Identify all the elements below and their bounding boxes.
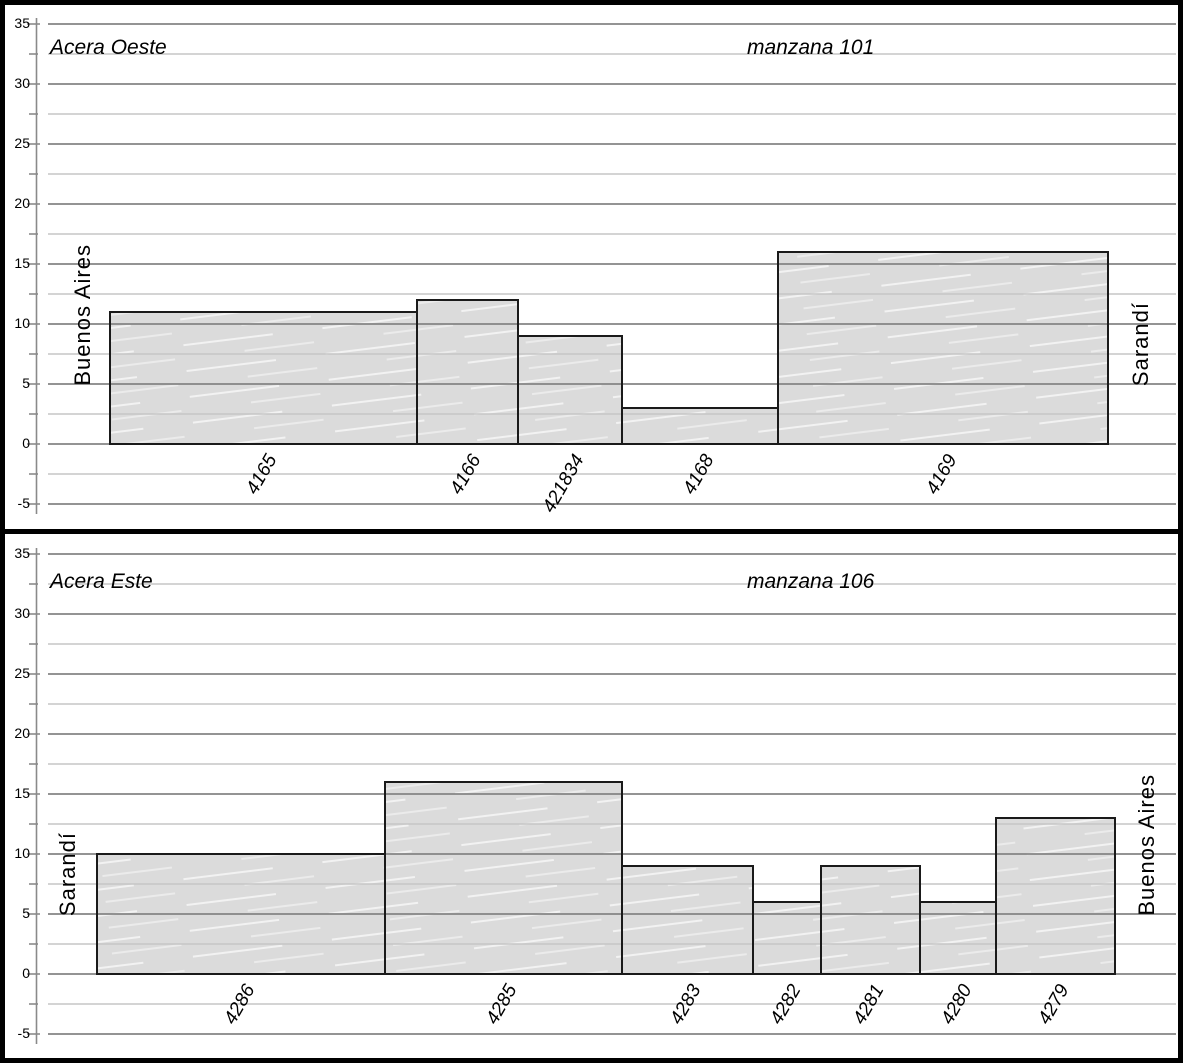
bar-fill-4280 [920,902,996,974]
bar-fill-4166 [417,300,518,444]
plot-svg [27,18,1176,514]
y-tick-label-0: 0 [22,435,30,451]
bar-fill-4169 [778,252,1108,444]
right-street-label: Sarandí [1128,301,1153,386]
y-tick-label-0: 0 [22,965,30,981]
plot-svg [27,548,1176,1044]
y-tick-label-10: 10 [14,845,30,861]
bar-outline-4169 [777,251,1109,445]
y-tick-label-10: 10 [14,315,30,331]
chart-panel-acera-este: Acera Este manzana 106 Sarandí Buenos Ai… [0,534,1183,1063]
y-tick-label-5: 5 [22,905,30,921]
left-street-label: Buenos Aires [70,244,95,386]
chart-title: Acera Oeste [50,36,167,59]
y-tick-label-15: 15 [14,785,30,801]
chart-panel-acera-oeste: Acera Oeste manzana 101 Buenos Aires Sar… [0,0,1183,529]
y-tick-label--5: -5 [17,1025,30,1041]
bar-fill-4165 [110,312,417,444]
bar-fill-4281 [821,866,920,974]
bar-outline-4279 [995,817,1116,975]
bar-fill-4283 [622,866,753,974]
right-street-label: Buenos Aires [1134,774,1159,916]
y-tick-label-35: 35 [14,15,30,31]
y-tick-label-20: 20 [14,725,30,741]
y-tick-label-35: 35 [14,545,30,561]
bar-fill-4279 [996,818,1115,974]
y-tick-label-5: 5 [22,375,30,391]
bar-fill-4282 [753,902,821,974]
bar-fill-4285 [385,782,622,974]
bar-fill-421834 [518,336,622,444]
y-tick-label-25: 25 [14,135,30,151]
bar-outline-421834 [517,335,623,445]
y-tick-label-30: 30 [14,75,30,91]
y-tick-label--5: -5 [17,495,30,511]
y-tick-label-25: 25 [14,665,30,681]
chart-title: Acera Este [50,570,153,593]
y-tick-label-15: 15 [14,255,30,271]
y-tick-label-30: 30 [14,605,30,621]
panel-divider [0,529,1183,534]
block-label: manzana 106 [747,570,875,593]
y-tick-label-20: 20 [14,195,30,211]
left-street-label: Sarandí [55,831,80,916]
block-label: manzana 101 [747,36,875,59]
